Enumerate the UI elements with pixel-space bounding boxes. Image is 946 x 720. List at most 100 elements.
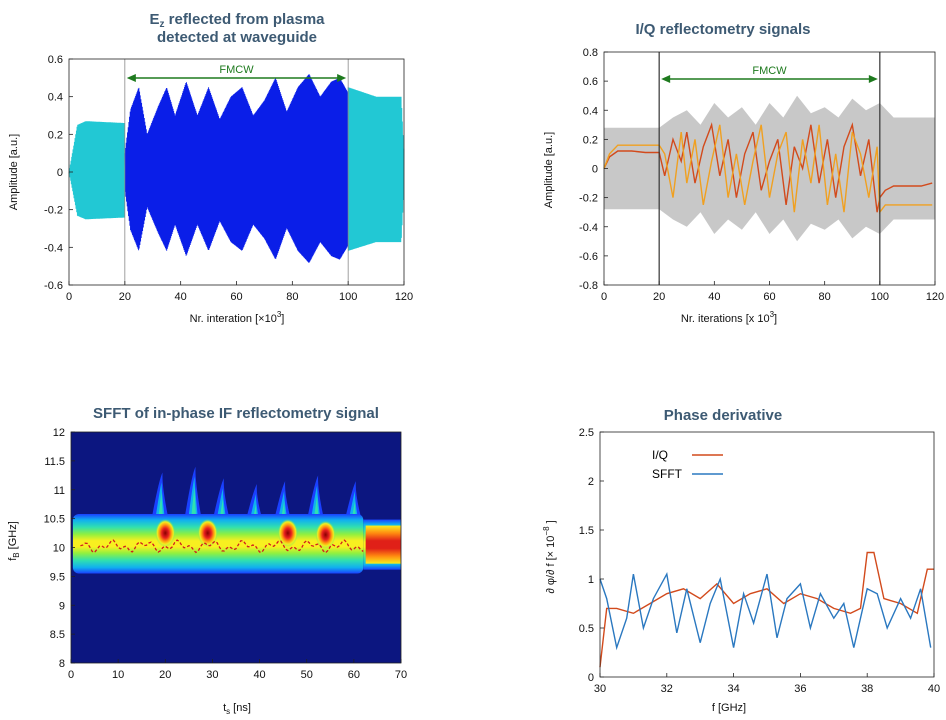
heatmap-spike-inner — [154, 482, 166, 525]
x-tick-label: 120 — [395, 291, 413, 303]
y-tick-label: 10.5 — [44, 514, 65, 526]
heatmap-ridge-trace — [80, 539, 364, 554]
y-tick-label: 0.5 — [579, 623, 594, 635]
y-tick-label: 1.5 — [579, 525, 594, 537]
y-tick-label: 9 — [59, 600, 65, 612]
x-tick-label: 0 — [601, 291, 607, 303]
y-tick-label: -0.2 — [44, 205, 63, 217]
y-tick-label: 1 — [588, 574, 594, 586]
y-tick-label: -0.4 — [44, 242, 63, 254]
plot-frame — [70, 431, 402, 664]
fmcw-arrow-left-head — [126, 74, 136, 82]
x-tick-label: 70 — [395, 669, 407, 681]
sfft-title: SFFT of in-phase IF reflectometry signal — [93, 405, 379, 422]
y-tick-label: 0.8 — [583, 47, 598, 59]
plot-frame — [68, 58, 405, 286]
y-tick-label: -0.6 — [579, 251, 598, 263]
y-tick-label: 0 — [592, 164, 598, 176]
y-tick-label: 0.6 — [48, 54, 63, 66]
heatmap-hot-spot — [155, 519, 176, 548]
x-tick-label: 0 — [68, 669, 74, 681]
y-tick-label: 8 — [59, 658, 65, 670]
ez-xlabel: Nr. interation [×103] — [190, 310, 285, 325]
legend-label-sfft: SFFT — [652, 467, 683, 481]
ez-panel: Ez reflected from plasma detected at wav… — [0, 0, 473, 345]
y-tick-label: 12 — [53, 427, 65, 439]
y-tick-label: 10 — [53, 543, 65, 555]
ez-series-2 — [347, 87, 405, 251]
ez-series-1 — [124, 74, 349, 263]
iq-ylabel: Amplitude [a.u.] — [543, 132, 555, 208]
x-tick-label: 40 — [253, 669, 265, 681]
phase-series-iq — [599, 551, 934, 668]
ez-title-line1: Ez reflected from plasma — [149, 11, 325, 30]
legend-label-iq: I/Q — [652, 448, 668, 462]
y-tick-label: 8.5 — [50, 629, 65, 641]
y-tick-label: 0.6 — [583, 76, 598, 88]
plot-frame — [599, 431, 935, 678]
sfft-ylabel: fB [GHz] — [7, 521, 21, 561]
fmcw-arrow-left-head — [661, 75, 671, 83]
heatmap-hot-spot — [197, 519, 218, 548]
iq-chart: I/Q reflectometry signals Nr. iterations… — [543, 21, 944, 325]
y-tick-label: 0.4 — [583, 105, 598, 117]
sfft-chart: SFFT of in-phase IF reflectometry signal… — [7, 405, 407, 716]
phase-xlabel: f [GHz] — [712, 702, 746, 714]
x-tick-label: 80 — [286, 291, 298, 303]
x-tick-label: 0 — [66, 291, 72, 303]
y-tick-label: 2 — [588, 476, 594, 488]
phase-ylabel: ∂ φ/∂ f [× 10−8 ] — [542, 520, 557, 593]
fmcw-label: FMCW — [752, 65, 787, 77]
iq-series-0 — [603, 122, 933, 213]
x-tick-label: 30 — [594, 683, 606, 695]
phase-title: Phase derivative — [664, 407, 782, 424]
y-tick-label: -0.4 — [579, 222, 598, 234]
heatmap-ridge-end-hot — [365, 525, 401, 564]
ez-ylabel: Amplitude [a.u.] — [8, 134, 20, 210]
x-tick-label: 40 — [708, 291, 720, 303]
x-tick-label: 30 — [206, 669, 218, 681]
y-tick-label: -0.6 — [44, 280, 63, 292]
y-tick-label: -0.2 — [579, 193, 598, 205]
x-tick-label: 60 — [230, 291, 242, 303]
sfft-panel: SFFT of in-phase IF reflectometry signal… — [0, 345, 473, 716]
x-tick-label: 20 — [119, 291, 131, 303]
x-tick-label: 80 — [819, 291, 831, 303]
x-tick-label: 10 — [112, 669, 124, 681]
ez-series-0 — [68, 121, 126, 220]
plot-frame — [603, 51, 936, 286]
x-tick-label: 34 — [727, 683, 739, 695]
x-tick-label: 20 — [653, 291, 665, 303]
y-tick-label: 0.2 — [48, 129, 63, 141]
iq-title: I/Q reflectometry signals — [635, 21, 810, 38]
y-tick-label: 2.5 — [579, 427, 594, 439]
iq-xlabel: Nr. iterations [x 103] — [681, 310, 777, 325]
iq-series-1 — [603, 124, 933, 215]
y-tick-label: 11 — [54, 485, 65, 497]
y-tick-label: 0.2 — [583, 134, 598, 146]
ez-title-line2: detected at waveguide — [157, 29, 317, 46]
y-tick-label: -0.8 — [579, 280, 598, 292]
phase-panel: Phase derivative f [GHz] ∂ φ/∂ f [× 10−8… — [473, 345, 946, 715]
fmcw-arrow-right-head — [868, 75, 878, 83]
x-tick-label: 40 — [175, 291, 187, 303]
y-tick-label: 0 — [588, 672, 594, 684]
y-tick-label: 0.4 — [48, 92, 63, 104]
fmcw-arrow-right-head — [337, 74, 347, 82]
x-tick-label: 32 — [661, 683, 673, 695]
x-tick-label: 50 — [301, 669, 313, 681]
sfft-xlabel: ts [ns] — [223, 702, 251, 715]
y-tick-label: 11.5 — [44, 456, 65, 468]
fmcw-label: FMCW — [219, 64, 254, 76]
phase-series-sfft — [599, 571, 932, 651]
y-tick-label: 0 — [57, 167, 63, 179]
x-tick-label: 36 — [794, 683, 806, 695]
heatmap-hot-spot — [315, 520, 336, 549]
x-tick-label: 20 — [159, 669, 171, 681]
x-tick-label: 100 — [339, 291, 357, 303]
x-tick-label: 40 — [928, 683, 940, 695]
iq-envelope-band — [604, 95, 935, 242]
x-tick-label: 60 — [763, 291, 775, 303]
x-tick-label: 120 — [926, 291, 944, 303]
y-tick-label: 9.5 — [50, 571, 65, 583]
